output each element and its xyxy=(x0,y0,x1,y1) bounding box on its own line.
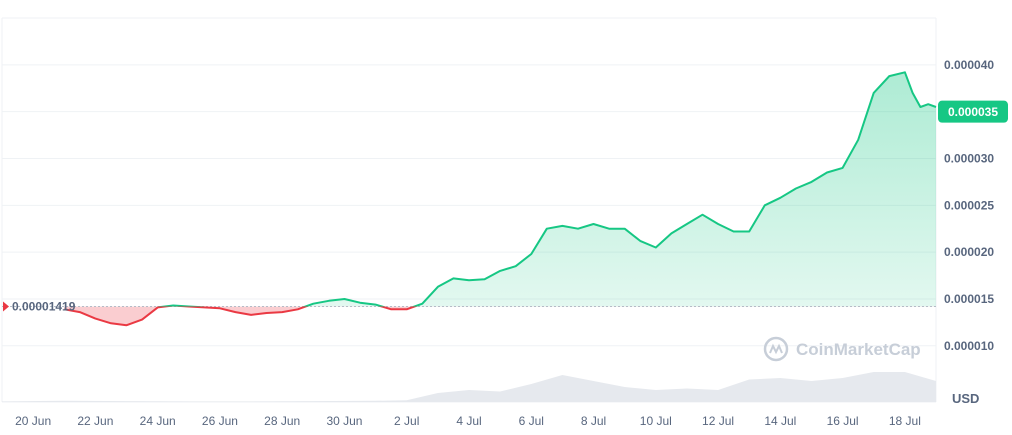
x-tick-label: 10 Jul xyxy=(640,414,672,428)
x-tick-label: 8 Jul xyxy=(581,414,606,428)
volume-series xyxy=(2,372,936,402)
y-tick-label: 0.000025 xyxy=(944,198,994,212)
coinmarketcap-watermark-text: CoinMarketCap xyxy=(796,340,921,359)
y-tick-label: 0.000015 xyxy=(944,292,994,306)
currency-label: USD xyxy=(952,391,979,406)
baseline-label: 0.00001419 xyxy=(12,300,76,314)
price-line-up xyxy=(157,71,937,307)
x-axis: 20 Jun 22 Jun 24 Jun 26 Jun 28 Jun 30 Jun 2 Ju… xyxy=(15,414,921,428)
volume-area xyxy=(2,372,936,402)
y-tick-label: 0.000010 xyxy=(944,339,994,353)
x-tick-label: 14 Jul xyxy=(764,414,796,428)
price-fill-up xyxy=(164,72,936,307)
x-tick-label: 20 Jun xyxy=(15,414,51,428)
x-tick-label: 2 Jul xyxy=(394,414,419,428)
baseline-marker: 0.00001419 xyxy=(3,300,76,314)
x-tick-label: 30 Jun xyxy=(326,414,362,428)
x-tick-label: 22 Jun xyxy=(77,414,113,428)
x-tick-label: 12 Jul xyxy=(702,414,734,428)
price-line xyxy=(64,71,937,327)
current-price-badge: 0.000035 xyxy=(938,100,1008,123)
price-line-down xyxy=(64,306,418,327)
x-tick-label: 16 Jul xyxy=(827,414,859,428)
baseline-arrow-icon xyxy=(3,301,9,312)
coinmarketcap-logo-mark xyxy=(769,343,783,355)
coinmarketcap-logo-icon xyxy=(763,336,789,362)
x-tick-label: 4 Jul xyxy=(456,414,481,428)
x-tick-label: 6 Jul xyxy=(519,414,544,428)
x-tick-label: 18 Jul xyxy=(889,414,921,428)
y-tick-label: 0.000030 xyxy=(944,151,994,165)
x-tick-label: 24 Jun xyxy=(140,414,176,428)
current-price-label: 0.000035 xyxy=(948,105,998,119)
x-tick-label: 28 Jun xyxy=(264,414,300,428)
y-tick-label: 0.000020 xyxy=(944,245,994,259)
y-tick-label: 0.000040 xyxy=(944,58,994,72)
current-price-badge-bg xyxy=(938,100,1008,123)
x-tick-label: 26 Jun xyxy=(202,414,238,428)
coinmarketcap-watermark: CoinMarketCap xyxy=(763,336,921,362)
